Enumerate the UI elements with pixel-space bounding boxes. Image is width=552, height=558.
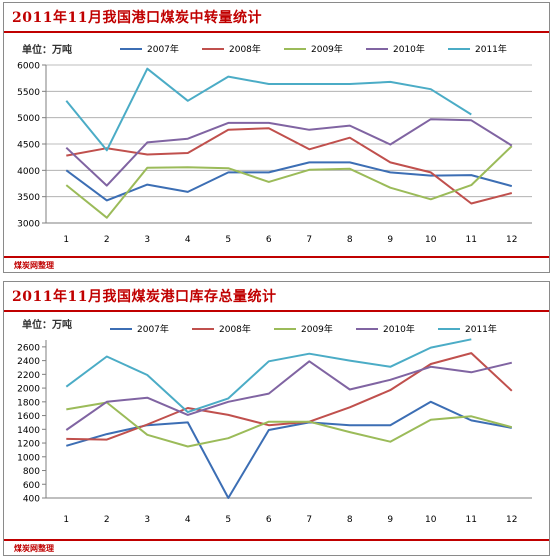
y-tick-label: 1000: [17, 453, 40, 463]
legend-label: 2007年: [137, 323, 169, 335]
unit-label: 单位：万吨: [22, 43, 72, 56]
series-line: [66, 352, 513, 441]
x-tick-label: 2: [104, 515, 110, 525]
x-tick-label: 1: [63, 515, 69, 525]
y-tick-label: 3000: [17, 220, 40, 230]
legend-label: 2010年: [383, 323, 415, 335]
y-tick-label: 1400: [17, 426, 40, 436]
x-tick-label: 11: [466, 515, 477, 525]
y-tick-label: 600: [23, 481, 40, 491]
legend-label: 2007年: [147, 43, 179, 55]
x-tick-label: 9: [387, 515, 393, 525]
x-tick-label: 1: [63, 235, 69, 245]
x-tick-label: 6: [266, 235, 272, 245]
inventory-panel: 2011年11月我国煤炭港口库存总量统计 单位：万吨 2007年 2008年 2009…: [3, 281, 550, 556]
y-tick-label: 4500: [17, 141, 40, 151]
series-line: [65, 67, 472, 152]
y-tick-label: 2200: [17, 371, 40, 381]
chart-title: 2011年11月我国港口煤炭中转量统计: [12, 10, 262, 26]
legend-label: 2009年: [301, 323, 333, 335]
x-tick-label: 3: [144, 235, 150, 245]
y-tick-label: 5000: [17, 114, 40, 124]
x-tick-label: 6: [266, 515, 272, 525]
legend-label: 2009年: [311, 43, 343, 55]
footer-divider: [4, 256, 549, 258]
x-tick-label: 5: [225, 515, 231, 525]
y-tick-label: 1600: [17, 412, 40, 422]
unit-label: 单位：万吨: [22, 318, 72, 331]
x-tick-label: 8: [347, 515, 353, 525]
transit-volume-chart: 单位：万吨 2007年 2008年 2009年 2010年 2011年 3000 3500 40…: [17, 43, 532, 245]
title-divider: [4, 310, 549, 312]
x-tick-label: 12: [506, 235, 517, 245]
y-tick-label: 6000: [17, 62, 40, 72]
x-tick-label: 10: [425, 515, 437, 525]
legend-label: 2008年: [219, 323, 251, 335]
series-line: [65, 338, 472, 414]
legend-label: 2011年: [475, 43, 507, 55]
x-tick-label: 3: [144, 515, 150, 525]
x-tick-label: 4: [185, 515, 191, 525]
y-tick-label: 400: [23, 495, 40, 505]
transit-volume-panel: 2011年11月我国港口煤炭中转量统计 单位：万吨 2007年 2008年 2009年…: [3, 2, 550, 273]
series-line: [65, 360, 513, 431]
footer-divider: [4, 539, 549, 541]
legend-label: 2011年: [465, 323, 497, 335]
x-tick-label: 8: [347, 235, 353, 245]
y-tick-label: 800: [23, 467, 40, 477]
series-line: [65, 118, 513, 187]
x-tick-label: 4: [185, 235, 191, 245]
x-tick-label: 11: [466, 235, 477, 245]
y-tick-label: 2400: [17, 357, 40, 367]
inventory-chart: 单位：万吨 2007年 2008年 2009年 2010年 2011年 400 600 800 1…: [17, 318, 532, 525]
y-tick-label: 1800: [17, 398, 40, 408]
source-footer: 煤炭网整理: [14, 260, 54, 270]
x-tick-label: 7: [306, 235, 312, 245]
x-tick-label: 10: [425, 235, 437, 245]
title-divider: [4, 31, 549, 33]
y-tick-label: 3500: [17, 193, 40, 203]
legend-label: 2010年: [393, 43, 425, 55]
series-line: [66, 401, 513, 448]
series-line: [66, 400, 512, 499]
y-tick-label: 4000: [17, 167, 40, 177]
series-line: [65, 145, 513, 219]
chart-title: 2011年11月我国煤炭港口库存总量统计: [12, 289, 277, 305]
legend-label: 2008年: [229, 43, 261, 55]
x-tick-label: 7: [306, 515, 312, 525]
y-tick-label: 5500: [17, 88, 40, 98]
y-tick-label: 1200: [17, 440, 40, 450]
x-tick-label: 5: [225, 235, 231, 245]
series-line: [66, 127, 513, 205]
source-footer: 煤炭网整理: [14, 543, 54, 553]
y-tick-label: 2000: [17, 385, 40, 395]
x-tick-label: 9: [387, 235, 393, 245]
x-tick-label: 12: [506, 515, 517, 525]
x-tick-label: 2: [104, 235, 110, 245]
y-tick-label: 2600: [17, 343, 40, 353]
series-line: [65, 161, 513, 202]
